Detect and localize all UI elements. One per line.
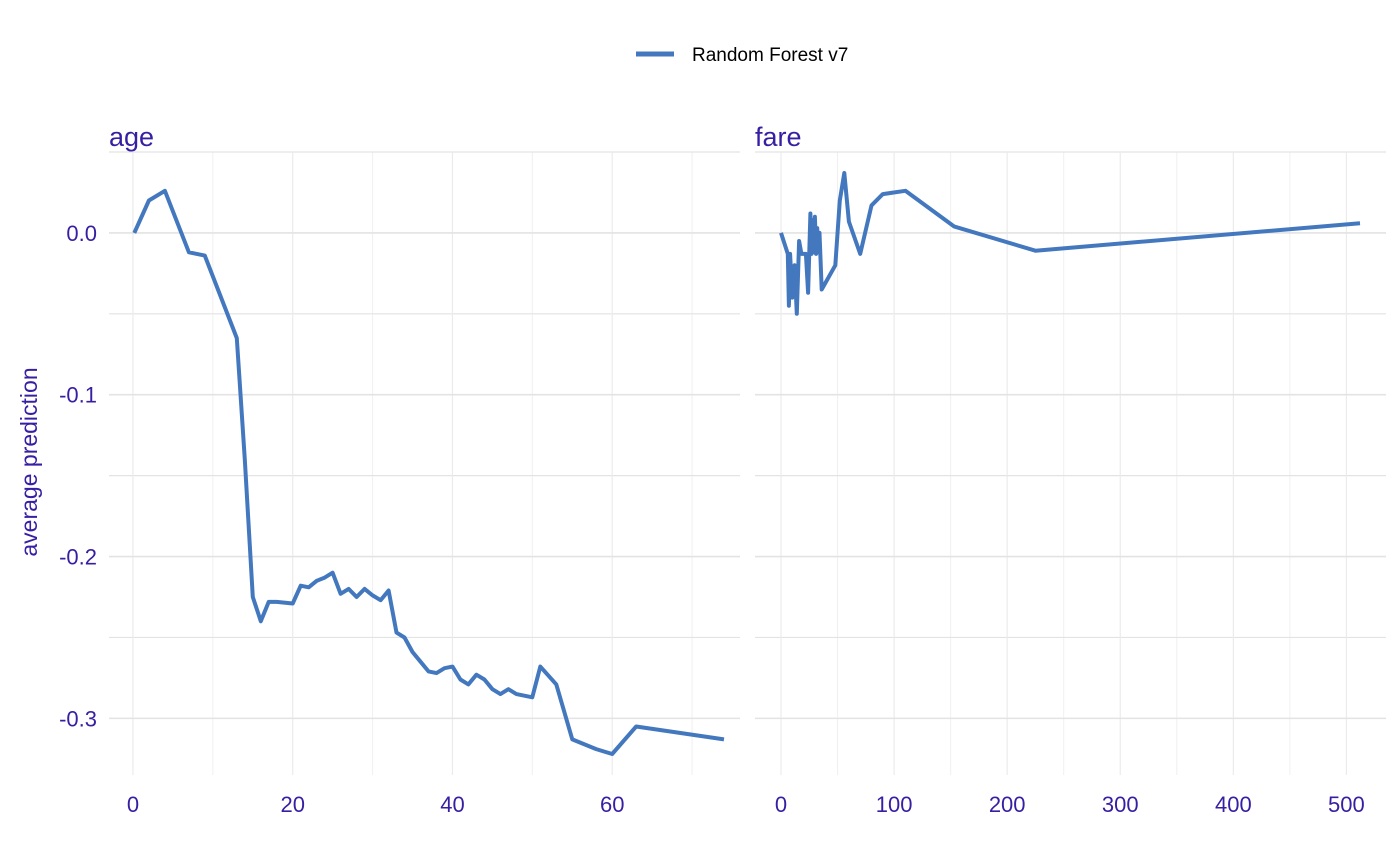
panel-age: 0 20 40 60 0.0 -0.1 -0.2 -0.3 age: [59, 122, 740, 817]
y-axis-title: average prediction: [16, 367, 42, 556]
series-line-fare: [779, 171, 1361, 316]
x-tick-label: 500: [1328, 792, 1365, 817]
y-tick-label: -0.2: [59, 545, 97, 570]
panel-title-age: age: [109, 122, 154, 152]
x-tick-label: 300: [1102, 792, 1139, 817]
legend-label: Random Forest v7: [692, 45, 848, 66]
y-tick-label: -0.3: [59, 706, 97, 731]
series-line-age: [132, 188, 725, 756]
x-tick-label: 40: [440, 792, 464, 817]
x-tick-label: 20: [280, 792, 304, 817]
x-tick-label: 400: [1215, 792, 1252, 817]
x-tick-label: 60: [600, 792, 624, 817]
x-tick-label: 100: [876, 792, 913, 817]
legend: Random Forest v7: [636, 45, 848, 66]
panel-fare: 0 100 200 300 400 500 fare: [755, 122, 1386, 817]
y-tick-label: 0.0: [66, 221, 97, 246]
panel-title-fare: fare: [755, 122, 802, 152]
x-tick-label: 0: [127, 792, 139, 817]
x-tick-label: 0: [775, 792, 787, 817]
y-tick-label: -0.1: [59, 383, 97, 408]
x-tick-label: 200: [989, 792, 1026, 817]
